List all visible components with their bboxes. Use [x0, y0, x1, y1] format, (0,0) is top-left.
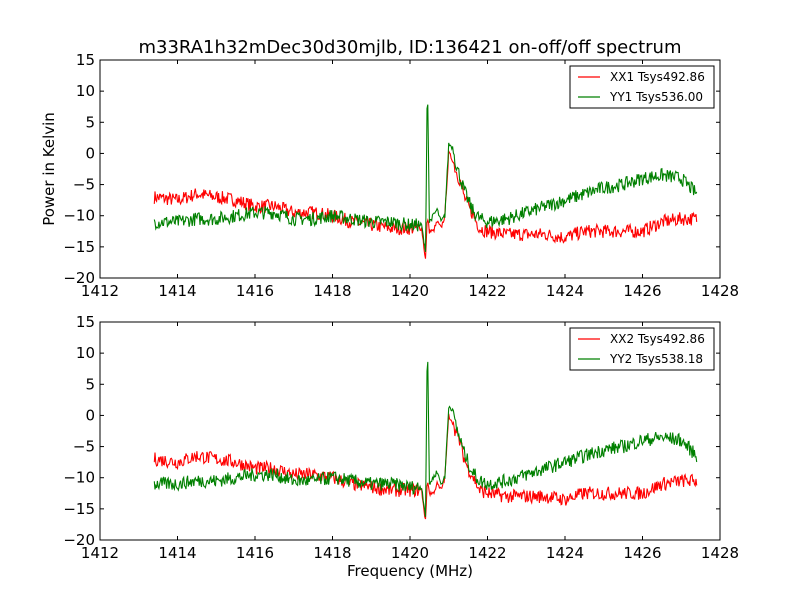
- y-tick-label: −15: [63, 238, 95, 256]
- series-line-yy1: [153, 104, 698, 252]
- x-tick-label: 1422: [468, 544, 506, 562]
- x-tick-label: 1424: [546, 282, 584, 300]
- plot-panel-1: 1412 1414 1416 1418 1420 1422 1424 1426 1428 15 10…: [63, 51, 739, 300]
- x-tick-label: 1418: [313, 544, 351, 562]
- x-tick-label: 1412: [81, 544, 119, 562]
- x-tick-label: 1420: [391, 282, 429, 300]
- x-tick-label: 1420: [391, 544, 429, 562]
- x-tick-label: 1414: [158, 282, 196, 300]
- plot-panels: 1412 1414 1416 1418 1420 1422 1424 1426 1428 15 10…: [63, 51, 739, 562]
- legend-label: YY2 Tsys538.18: [609, 352, 703, 366]
- y-tick-label: −10: [63, 207, 95, 225]
- legend-box: [569, 65, 715, 109]
- y-tick-label: 10: [76, 344, 95, 362]
- y-tick-label: 5: [85, 375, 95, 393]
- x-tick-label: 1414: [158, 544, 196, 562]
- legend: XX2 Tsys492.86 YY2 Tsys538.18: [569, 327, 715, 371]
- legend-box: [569, 327, 715, 371]
- y-tick-label: 5: [85, 113, 95, 131]
- x-tick-label: 1416: [236, 282, 274, 300]
- y-tick-label: −15: [63, 500, 95, 518]
- x-tick-label: 1426: [623, 544, 661, 562]
- legend-label: XX1 Tsys492.86: [610, 70, 705, 84]
- y-tick-label: 15: [76, 51, 95, 69]
- y-tick-label: −20: [63, 531, 95, 549]
- x-tick-label: 1412: [81, 282, 119, 300]
- y-tick-label: 0: [85, 406, 95, 424]
- series-line-xx1: [153, 149, 698, 259]
- y-tick-label: 15: [76, 313, 95, 331]
- plot-panel-2: 1412 1414 1416 1418 1420 1422 1424 1426 1428 15 10…: [63, 313, 739, 562]
- x-tick-label: 1426: [623, 282, 661, 300]
- y-tick-label: 0: [85, 144, 95, 162]
- y-tick-label: −5: [73, 176, 95, 194]
- x-tick-label: 1428: [701, 544, 739, 562]
- y-tick-label: 10: [76, 82, 95, 100]
- legend: XX1 Tsys492.86 YY1 Tsys536.00: [569, 65, 715, 109]
- legend-label: YY1 Tsys536.00: [609, 90, 703, 104]
- y-tick-label: −10: [63, 469, 95, 487]
- legend-label: XX2 Tsys492.86: [610, 332, 705, 346]
- y-axis-label: Power in Kelvin: [40, 112, 58, 226]
- figure-title: m33RA1h32mDec30d30mjlb, ID:136421 on-off…: [138, 37, 681, 58]
- x-tick-label: 1418: [313, 282, 351, 300]
- x-axis-label: Frequency (MHz): [347, 562, 473, 580]
- series-line-yy2: [153, 361, 698, 517]
- y-tick-label: −20: [63, 269, 95, 287]
- x-tick-label: 1422: [468, 282, 506, 300]
- x-tick-label: 1424: [546, 544, 584, 562]
- y-tick-label: −5: [73, 438, 95, 456]
- x-tick-label: 1428: [701, 282, 739, 300]
- x-tick-label: 1416: [236, 544, 274, 562]
